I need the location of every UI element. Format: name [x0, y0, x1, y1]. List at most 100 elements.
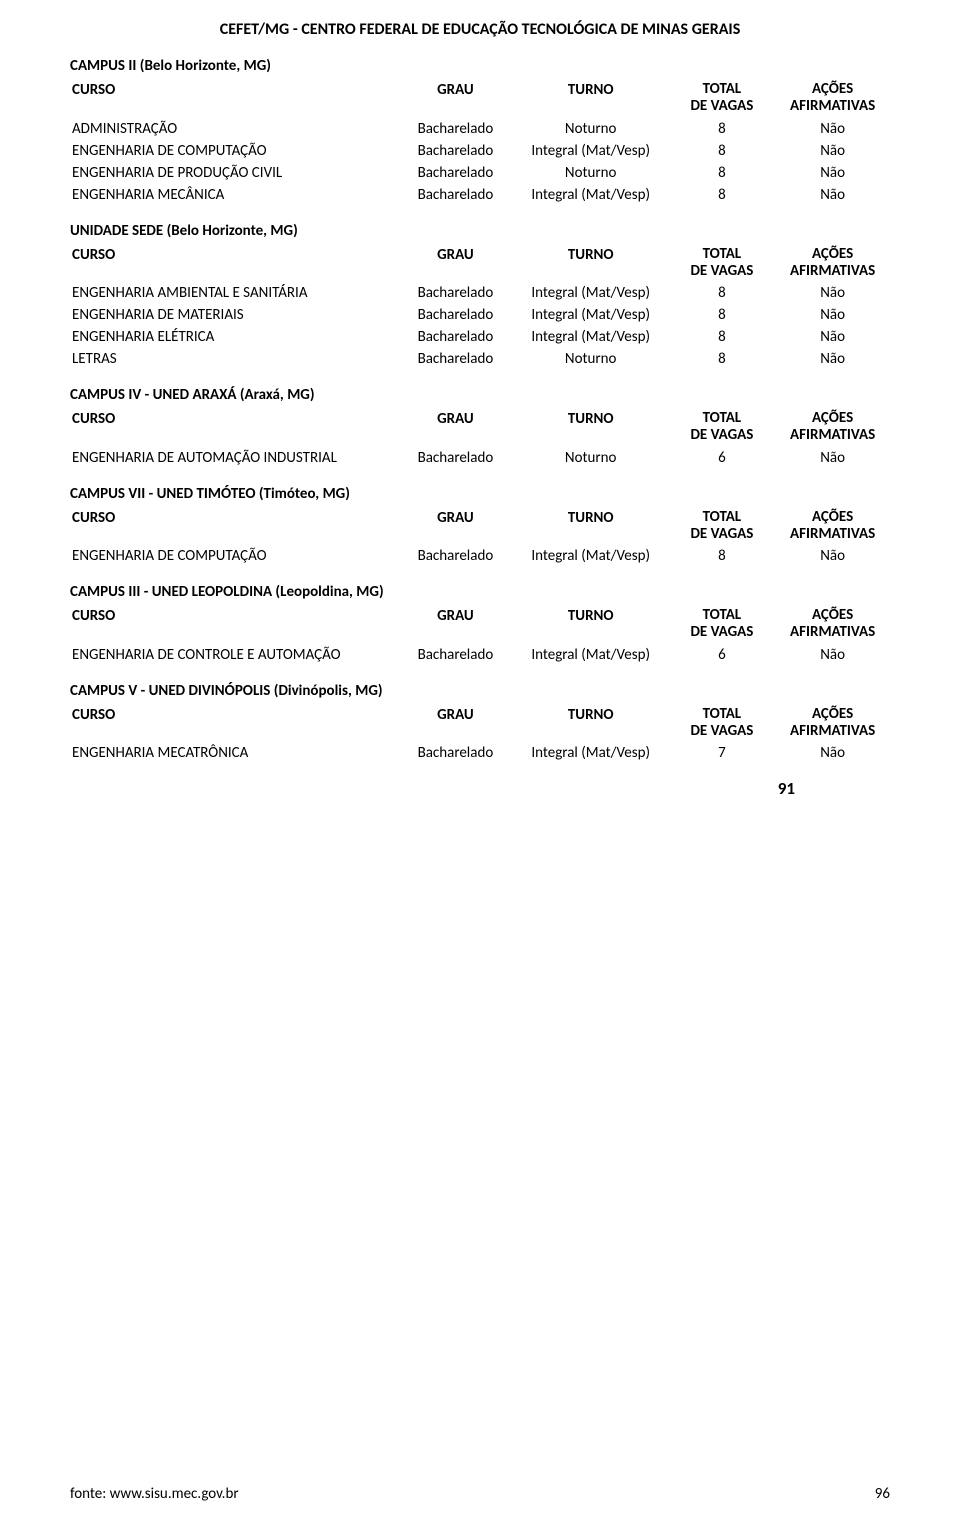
- cell-total: 8: [669, 184, 776, 206]
- cell-turno: Integral (Mat/Vesp): [513, 742, 669, 764]
- col-header-curso: CURSO: [70, 704, 398, 743]
- cell-total: 8: [669, 162, 776, 184]
- cell-curso: LETRAS: [70, 348, 398, 370]
- cell-curso: ENGENHARIA DE COMPUTAÇÃO: [70, 545, 398, 567]
- cell-acoes: Não: [775, 162, 890, 184]
- cell-grau: Bacharelado: [398, 545, 513, 567]
- cell-turno: Integral (Mat/Vesp): [513, 545, 669, 567]
- col-header-grau: GRAU: [398, 244, 513, 283]
- cell-total: 8: [669, 304, 776, 326]
- cell-acoes: Não: [775, 326, 890, 348]
- col-header-curso: CURSO: [70, 79, 398, 118]
- cell-total: 8: [669, 545, 776, 567]
- cell-curso: ENGENHARIA DE COMPUTAÇÃO: [70, 140, 398, 162]
- cell-total: 8: [669, 326, 776, 348]
- cell-total: 8: [669, 140, 776, 162]
- course-table: CURSOGRAUTURNOTOTALDE VAGASAÇÕESAFIRMATI…: [70, 704, 890, 765]
- cell-acoes: Não: [775, 348, 890, 370]
- col-header-turno: TURNO: [513, 408, 669, 447]
- course-table: CURSOGRAUTURNOTOTALDE VAGASAÇÕESAFIRMATI…: [70, 244, 890, 371]
- cell-grau: Bacharelado: [398, 184, 513, 206]
- campus-heading: CAMPUS V - UNED DIVINÓPOLIS (Divinópolis…: [70, 682, 890, 700]
- col-header-total: TOTALDE VAGAS: [669, 244, 776, 283]
- cell-acoes: Não: [775, 140, 890, 162]
- cell-curso: ENGENHARIA MECATRÔNICA: [70, 742, 398, 764]
- cell-acoes: Não: [775, 282, 890, 304]
- course-table: CURSOGRAUTURNOTOTALDE VAGASAÇÕESAFIRMATI…: [70, 605, 890, 666]
- col-header-grau: GRAU: [398, 605, 513, 644]
- table-row: ENGENHARIA DE COMPUTAÇÃOBachareladoInteg…: [70, 545, 890, 567]
- course-table: CURSOGRAUTURNOTOTALDE VAGASAÇÕESAFIRMATI…: [70, 408, 890, 469]
- footer-page-number: 96: [875, 1485, 890, 1503]
- cell-grau: Bacharelado: [398, 644, 513, 666]
- table-row: ENGENHARIA DE COMPUTAÇÃOBachareladoInteg…: [70, 140, 890, 162]
- table-header-row: CURSOGRAUTURNOTOTALDE VAGASAÇÕESAFIRMATI…: [70, 605, 890, 644]
- col-header-acoes: AÇÕESAFIRMATIVAS: [775, 79, 890, 118]
- cell-grau: Bacharelado: [398, 282, 513, 304]
- page-footer: fonte: www.sisu.mec.gov.br 96: [70, 1485, 890, 1503]
- cell-turno: Integral (Mat/Vesp): [513, 326, 669, 348]
- table-row: ENGENHARIA ELÉTRICABachareladoIntegral (…: [70, 326, 890, 348]
- cell-turno: Integral (Mat/Vesp): [513, 644, 669, 666]
- col-header-grau: GRAU: [398, 507, 513, 546]
- col-header-curso: CURSO: [70, 408, 398, 447]
- cell-total: 7: [669, 742, 776, 764]
- col-header-acoes: AÇÕESAFIRMATIVAS: [775, 408, 890, 447]
- course-table: CURSOGRAUTURNOTOTALDE VAGASAÇÕESAFIRMATI…: [70, 79, 890, 206]
- cell-curso: ENGENHARIA AMBIENTAL E SANITÁRIA: [70, 282, 398, 304]
- cell-curso: ENGENHARIA DE MATERIAIS: [70, 304, 398, 326]
- cell-total: 6: [669, 447, 776, 469]
- cell-curso: ENGENHARIA DE AUTOMAÇÃO INDUSTRIAL: [70, 447, 398, 469]
- table-header-row: CURSOGRAUTURNOTOTALDE VAGASAÇÕESAFIRMATI…: [70, 507, 890, 546]
- table-header-row: CURSOGRAUTURNOTOTALDE VAGASAÇÕESAFIRMATI…: [70, 244, 890, 283]
- cell-total: 8: [669, 282, 776, 304]
- col-header-turno: TURNO: [513, 704, 669, 743]
- col-header-grau: GRAU: [398, 408, 513, 447]
- col-header-total: TOTALDE VAGAS: [669, 408, 776, 447]
- table-header-row: CURSOGRAUTURNOTOTALDE VAGASAÇÕESAFIRMATI…: [70, 79, 890, 118]
- col-header-acoes: AÇÕESAFIRMATIVAS: [775, 244, 890, 283]
- cell-acoes: Não: [775, 644, 890, 666]
- col-header-curso: CURSO: [70, 244, 398, 283]
- campus-heading: CAMPUS VII - UNED TIMÓTEO (Timóteo, MG): [70, 485, 890, 503]
- col-header-curso: CURSO: [70, 507, 398, 546]
- table-row: LETRASBachareladoNoturno8Não: [70, 348, 890, 370]
- cell-curso: ENGENHARIA DE CONTROLE E AUTOMAÇÃO: [70, 644, 398, 666]
- cell-total: 6: [669, 644, 776, 666]
- cell-curso: ENGENHARIA MECÂNICA: [70, 184, 398, 206]
- table-row: ENGENHARIA DE PRODUÇÃO CIVILBacharelado N…: [70, 162, 890, 184]
- col-header-acoes: AÇÕESAFIRMATIVAS: [775, 704, 890, 743]
- cell-grau: Bacharelado: [398, 304, 513, 326]
- table-row: ENGENHARIA AMBIENTAL E SANITÁRIABacharel…: [70, 282, 890, 304]
- table-row: ENGENHARIA DE AUTOMAÇÃO INDUSTRIALBachar…: [70, 447, 890, 469]
- col-header-grau: GRAU: [398, 79, 513, 118]
- campus-heading: UNIDADE SEDE (Belo Horizonte, MG): [70, 222, 890, 240]
- cell-grau: Bacharelado: [398, 348, 513, 370]
- col-header-acoes: AÇÕESAFIRMATIVAS: [775, 605, 890, 644]
- cell-curso: ADMINISTRAÇÃO: [70, 118, 398, 140]
- cell-curso: ENGENHARIA ELÉTRICA: [70, 326, 398, 348]
- cell-turno: Integral (Mat/Vesp): [513, 282, 669, 304]
- col-header-curso: CURSO: [70, 605, 398, 644]
- cell-acoes: Não: [775, 447, 890, 469]
- cell-turno: Noturno: [513, 447, 669, 469]
- table-header-row: CURSOGRAUTURNOTOTALDE VAGASAÇÕESAFIRMATI…: [70, 408, 890, 447]
- cell-turno: Integral (Mat/Vesp): [513, 140, 669, 162]
- footer-source: fonte: www.sisu.mec.gov.br: [70, 1485, 239, 1503]
- cell-curso: ENGENHARIA DE PRODUÇÃO CIVIL: [70, 162, 398, 184]
- cell-total: 8: [669, 348, 776, 370]
- col-header-total: TOTALDE VAGAS: [669, 605, 776, 644]
- cell-turno: Integral (Mat/Vesp): [513, 304, 669, 326]
- campus-heading: CAMPUS II (Belo Horizonte, MG): [70, 57, 890, 75]
- col-header-total: TOTALDE VAGAS: [669, 704, 776, 743]
- cell-turno: Integral (Mat/Vesp): [513, 184, 669, 206]
- campus-list: CAMPUS II (Belo Horizonte, MG)CURSOGRAUT…: [70, 57, 890, 764]
- cell-grau: Bacharelado: [398, 162, 513, 184]
- col-header-turno: TURNO: [513, 605, 669, 644]
- institution-title: CEFET/MG - CENTRO FEDERAL DE EDUCAÇÃO TE…: [70, 20, 890, 39]
- col-header-turno: TURNO: [513, 79, 669, 118]
- col-header-turno: TURNO: [513, 244, 669, 283]
- table-row: ENGENHARIA MECÂNICABachareladoIntegral (…: [70, 184, 890, 206]
- table-row: ENGENHARIA DE CONTROLE E AUTOMAÇÃOBachar…: [70, 644, 890, 666]
- cell-turno: Noturno: [513, 118, 669, 140]
